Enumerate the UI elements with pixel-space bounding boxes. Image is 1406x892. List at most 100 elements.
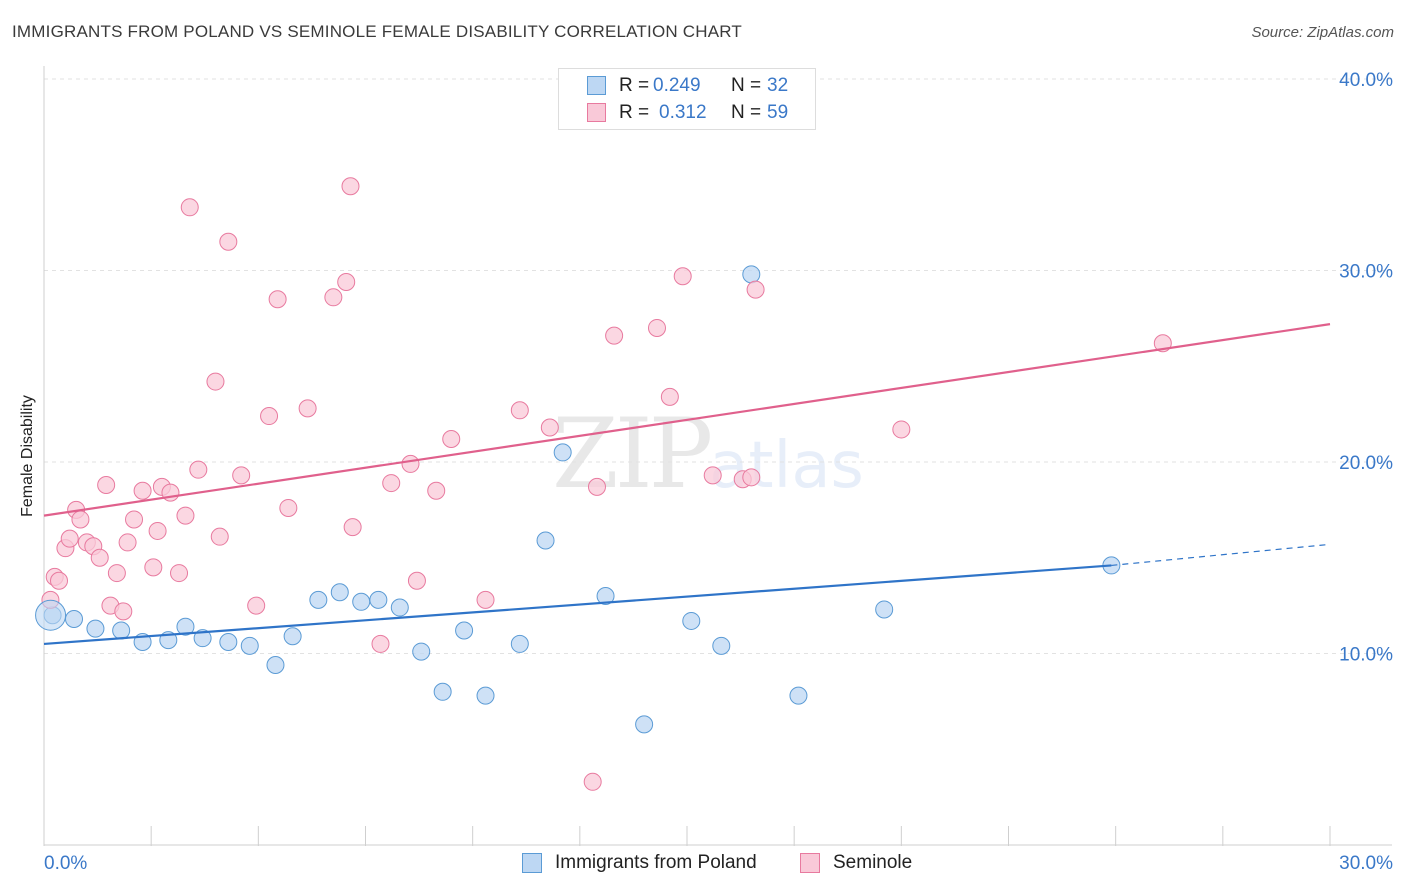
poland-point xyxy=(476,686,495,705)
watermark: ZIPatlas xyxy=(552,398,864,510)
seminole-point xyxy=(114,602,133,621)
seminole-point xyxy=(260,407,279,426)
n-label: N = xyxy=(731,102,762,123)
source-label: Source: ZipAtlas.com xyxy=(1251,24,1394,41)
seminole-point xyxy=(647,318,666,337)
n-label: N = xyxy=(731,75,762,96)
seminole-point xyxy=(427,481,446,500)
seminole-point xyxy=(510,401,529,420)
seminole-point xyxy=(279,498,298,517)
poland-point xyxy=(536,531,555,550)
poland-point xyxy=(742,265,761,284)
poland-point xyxy=(553,443,572,462)
seminole-point xyxy=(180,198,199,217)
poland-trend-line xyxy=(43,564,1112,646)
poland-point xyxy=(65,610,84,629)
seminole-point xyxy=(583,772,602,791)
poland-point xyxy=(352,592,371,611)
y-tick-label: 20.0% xyxy=(1339,453,1393,474)
seminole-point xyxy=(90,548,109,567)
poland-point xyxy=(455,621,474,640)
poland-point xyxy=(240,636,259,655)
seminole-point xyxy=(660,387,679,406)
r-label: R = xyxy=(619,75,650,96)
watermark-zip: ZIP xyxy=(552,398,713,510)
n-value: 32 xyxy=(767,75,789,96)
seminole-point xyxy=(382,474,401,493)
seminole-point xyxy=(97,475,116,494)
seminole-point xyxy=(892,420,911,439)
seminole-point xyxy=(50,571,69,590)
poland-point xyxy=(412,642,431,661)
n-value: 59 xyxy=(767,102,789,123)
poland-point xyxy=(86,619,105,638)
seminole-point xyxy=(232,466,251,485)
r-value: 0.312 xyxy=(659,102,707,123)
seminole-point xyxy=(476,590,495,609)
seminole-point xyxy=(107,564,126,583)
seminole-point xyxy=(540,418,559,437)
seminole-point xyxy=(371,634,390,653)
poland-point xyxy=(635,715,654,734)
x-tick-label: 0.0% xyxy=(44,853,87,874)
seminole-point xyxy=(673,267,692,286)
seminole-point xyxy=(442,430,461,449)
seminole-point xyxy=(247,596,266,615)
stats-legend: R = 0.249 N = 32 R = 0.312 N = 59 xyxy=(558,68,816,130)
poland-point xyxy=(219,633,238,652)
seminole-point xyxy=(298,399,317,418)
legend-label-poland: Immigrants from Poland xyxy=(555,852,757,873)
seminole-point xyxy=(210,527,229,546)
poland-trend-line-extension xyxy=(1111,543,1331,567)
seminole-point xyxy=(324,288,343,307)
seminole-point xyxy=(206,372,225,391)
poland-point xyxy=(369,590,388,609)
y-tick-label: 30.0% xyxy=(1339,262,1393,283)
poland-point xyxy=(330,583,349,602)
poland-point xyxy=(390,598,409,617)
seminole-point xyxy=(118,533,137,552)
seminole-point xyxy=(337,272,356,291)
poland-point xyxy=(176,617,195,636)
seminole-legend-swatch xyxy=(800,853,820,873)
poland-point xyxy=(875,600,894,619)
r-label: R = xyxy=(619,102,650,123)
poland-point xyxy=(712,636,731,655)
seminole-point xyxy=(189,460,208,479)
series-legend: Immigrants from Poland Seminole xyxy=(0,852,1406,876)
r-value: 0.249 xyxy=(653,75,701,96)
poland-swatch xyxy=(587,76,606,95)
y-tick-label: 10.0% xyxy=(1339,645,1393,666)
seminole-point xyxy=(125,510,144,529)
x-tick-label: 30.0% xyxy=(1339,853,1393,874)
seminole-point xyxy=(133,481,152,500)
poland-point xyxy=(112,621,131,640)
poland-point xyxy=(682,611,701,630)
seminole-point xyxy=(144,558,163,577)
seminole-point xyxy=(170,564,189,583)
seminole-point xyxy=(60,529,79,548)
poland-point xyxy=(309,590,328,609)
y-tick-label: 40.0% xyxy=(1339,70,1393,91)
seminole-point xyxy=(605,326,624,345)
seminole-point xyxy=(71,510,90,529)
seminole-point xyxy=(176,506,195,525)
seminole-point xyxy=(703,466,722,485)
seminole-point xyxy=(401,454,420,473)
poland-legend-swatch xyxy=(522,853,542,873)
poland-point-large xyxy=(35,599,67,631)
seminole-point xyxy=(148,521,167,540)
poland-point xyxy=(266,655,285,674)
seminole-point xyxy=(341,177,360,196)
poland-point xyxy=(193,629,212,648)
seminole-swatch xyxy=(587,103,606,122)
poland-point xyxy=(283,627,302,646)
legend-label-seminole: Seminole xyxy=(833,852,913,873)
seminole-point xyxy=(343,518,362,537)
seminole-point xyxy=(746,280,765,299)
poland-point xyxy=(596,587,615,606)
seminole-point xyxy=(742,468,761,487)
seminole-point xyxy=(587,477,606,496)
seminole-point xyxy=(219,232,238,251)
